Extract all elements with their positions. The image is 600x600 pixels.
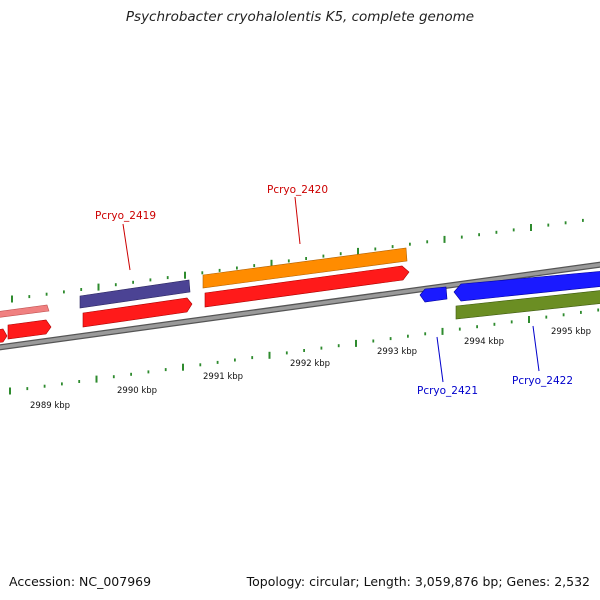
scale-labels: 2989 kbp 2990 kbp 2991 kbp 2992 kbp 2993… [30, 327, 591, 411]
feature-blue-gene-2422[interactable] [453, 271, 600, 302]
tick-label-2994: 2994 kbp [464, 337, 504, 347]
gene-label-group-2419[interactable]: Pcryo_2419 [95, 210, 156, 271]
map-title: Psychrobacter cryohalolentis K5, complet… [125, 9, 475, 25]
feature-cds-2419[interactable] [82, 297, 193, 328]
gene-label-2419[interactable]: Pcryo_2419 [95, 210, 156, 222]
bottom-tick-row [9, 308, 600, 395]
tick-label-2990: 2990 kbp [117, 386, 157, 396]
feature-blue-gene-2421[interactable] [419, 286, 448, 303]
genome-backbone [0, 261, 600, 351]
gene-label-group-2420[interactable]: Pcryo_2420 [267, 184, 328, 245]
feature-purple-gene-2419[interactable] [79, 279, 191, 309]
feature-green-gene-2422[interactable] [455, 290, 600, 320]
gene-label-group-2422[interactable]: Pcryo_2422 [512, 325, 573, 387]
feature-pink-cds[interactable] [0, 304, 50, 318]
tick-label-2991: 2991 kbp [203, 372, 243, 382]
gene-label-2422[interactable]: Pcryo_2422 [512, 375, 573, 387]
feature-cds-2420[interactable] [204, 265, 410, 308]
feature-cds-left-a[interactable] [7, 319, 52, 340]
genome-summary-text: Topology: circular; Length: 3,059,876 bp… [246, 574, 590, 589]
gene-label-2421[interactable]: Pcryo_2421 [417, 385, 478, 397]
tick-label-2989: 2989 kbp [30, 401, 70, 411]
gene-label-2420[interactable]: Pcryo_2420 [267, 184, 328, 196]
feature-orange-gene-2420[interactable] [202, 247, 408, 289]
tick-label-2995: 2995 kbp [551, 327, 591, 337]
tick-label-2992: 2992 kbp [290, 359, 330, 369]
gene-label-group-2421[interactable]: Pcryo_2421 [417, 336, 478, 397]
tick-label-2993: 2993 kbp [377, 347, 417, 357]
feature-cds-left-b[interactable] [0, 328, 8, 343]
accession-text: Accession: NC_007969 [9, 574, 152, 589]
